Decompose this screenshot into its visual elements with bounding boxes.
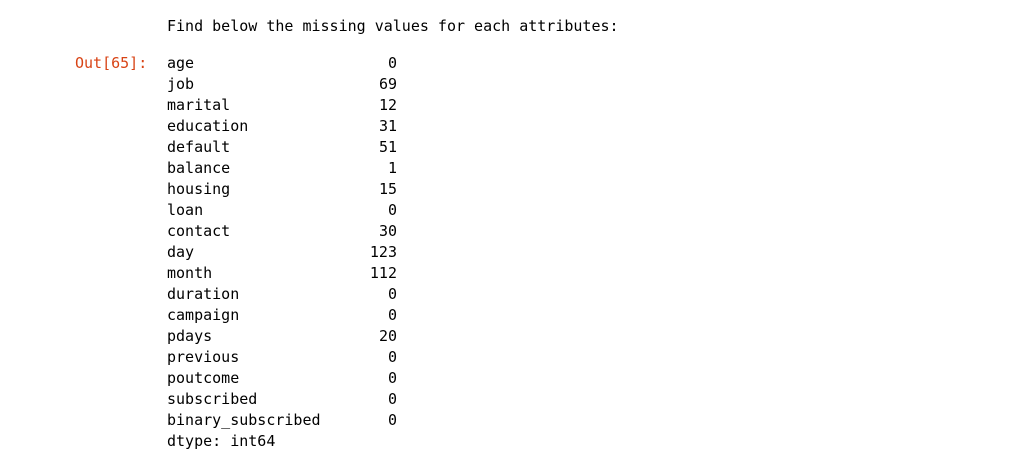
- series-index-label: marital: [167, 96, 231, 114]
- series-index-label: subscribed: [167, 390, 258, 408]
- series-index-label: poutcome: [167, 369, 240, 387]
- series-row: pdays 20: [167, 326, 397, 347]
- series-index-label: loan: [167, 201, 204, 219]
- series-index-label: balance: [167, 159, 231, 177]
- series-value: 0: [387, 411, 397, 429]
- series-value: 112: [369, 264, 397, 282]
- series-index-label: job: [167, 75, 195, 93]
- series-index-label: age: [167, 54, 195, 72]
- series-row: month 112: [167, 263, 397, 284]
- series-index-label: binary_subscribed: [167, 411, 321, 429]
- series-row: day 123: [167, 242, 397, 263]
- series-value: 1: [387, 159, 397, 177]
- series-value: 0: [387, 369, 397, 387]
- series-index-label: day: [167, 243, 195, 261]
- series-value: 0: [387, 201, 397, 219]
- series-row: marital 12: [167, 95, 397, 116]
- output-prompt: Out[65]:: [75, 54, 148, 72]
- series-value: 0: [387, 348, 397, 366]
- series-row: duration 0: [167, 284, 397, 305]
- series-index-label: default: [167, 138, 231, 156]
- series-index-label: previous: [167, 348, 240, 366]
- series-row: housing 15: [167, 179, 397, 200]
- output-area: age 0 job 69 marital 12 education 31 default 51 ba…: [167, 53, 397, 452]
- series-row: poutcome 0: [167, 368, 397, 389]
- series-index-label: education: [167, 117, 249, 135]
- series-row: education 31: [167, 116, 397, 137]
- series-row: default 51: [167, 137, 397, 158]
- series-index-label: housing: [167, 180, 231, 198]
- series-index-label: contact: [167, 222, 231, 240]
- series-row: loan 0: [167, 200, 397, 221]
- series-value: 0: [387, 306, 397, 324]
- series-value: 15: [378, 180, 397, 198]
- series-value: 20: [378, 327, 397, 345]
- series-row: campaign 0: [167, 305, 397, 326]
- series-value: 51: [378, 138, 397, 156]
- series-value: 69: [378, 75, 397, 93]
- series-row: previous 0: [167, 347, 397, 368]
- series-row: balance 1: [167, 158, 397, 179]
- series-value: 31: [378, 117, 397, 135]
- series-index-label: campaign: [167, 306, 240, 324]
- stdout-text: Find below the missing values for each a…: [167, 17, 619, 35]
- series-value: 0: [387, 54, 397, 72]
- series-value: 0: [387, 390, 397, 408]
- series-row: subscribed 0: [167, 389, 397, 410]
- series-value: 30: [378, 222, 397, 240]
- series-index-label: duration: [167, 285, 240, 303]
- series-row: job 69: [167, 74, 397, 95]
- series-index-label: pdays: [167, 327, 213, 345]
- series-row: age 0: [167, 53, 397, 74]
- series-index-label: month: [167, 264, 213, 282]
- missing-values-series: age 0 job 69 marital 12 education 31 default 51 ba…: [167, 53, 397, 431]
- series-value: 0: [387, 285, 397, 303]
- dtype-label: dtype: int64: [167, 432, 276, 450]
- series-row: binary_subscribed 0: [167, 410, 397, 431]
- series-row: contact 30: [167, 221, 397, 242]
- series-value: 12: [378, 96, 397, 114]
- series-value: 123: [369, 243, 397, 261]
